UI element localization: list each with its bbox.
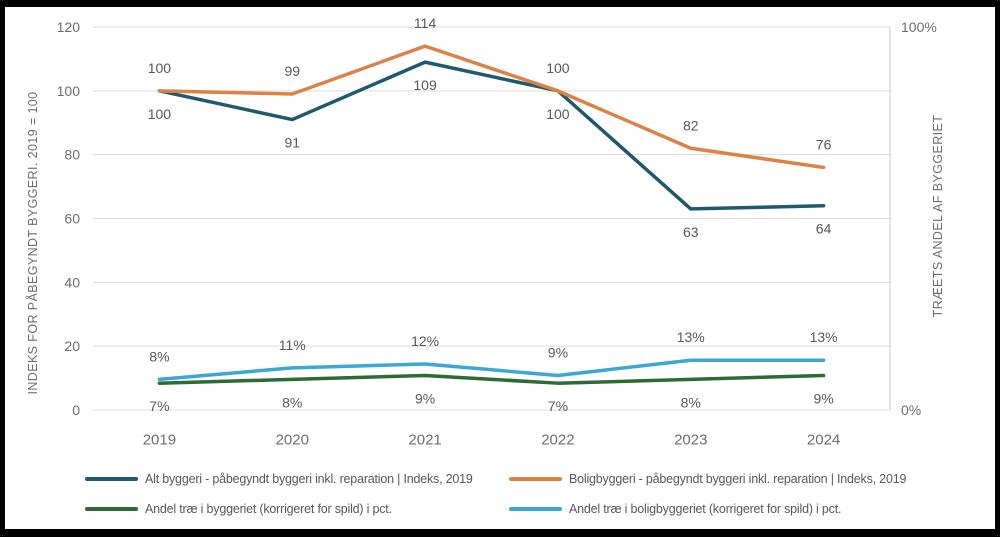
data-label: 12% xyxy=(411,333,439,349)
left-axis-tick-label: 40 xyxy=(64,274,80,290)
left-axis-tick-label: 100 xyxy=(57,83,81,99)
data-label: 99 xyxy=(284,63,300,79)
data-label: 8% xyxy=(149,348,169,364)
data-label: 7% xyxy=(149,398,169,414)
legend-item: Andel træ i boligbyggeriet (korrigeret f… xyxy=(509,499,965,518)
series-line xyxy=(157,44,826,170)
legend-label: Andel træ i boligbyggeriet (korrigeret f… xyxy=(569,501,842,516)
data-label: 100 xyxy=(148,60,172,76)
left-axis-tick-label: 0 xyxy=(72,402,80,418)
x-axis-category-label: 2020 xyxy=(276,432,309,449)
right-axis-tick-label: 100% xyxy=(901,19,937,35)
left-axis-tick-label: 80 xyxy=(64,147,80,163)
data-label: 8% xyxy=(282,394,302,410)
data-label: 100 xyxy=(148,106,172,122)
x-axis-category-label: 2022 xyxy=(541,432,574,449)
data-label: 9% xyxy=(415,391,435,407)
legend-label: Andel træ i byggeriet (korrigeret for sp… xyxy=(145,501,392,516)
data-label: 63 xyxy=(683,224,699,240)
data-label: 64 xyxy=(816,221,832,237)
legend-line-swatch xyxy=(85,476,138,481)
data-label: 8% xyxy=(681,394,701,410)
x-axis-category-label: 2021 xyxy=(408,432,441,449)
data-label: 91 xyxy=(284,135,300,151)
data-label: 13% xyxy=(677,329,705,345)
legend-item: Boligbyggeri - påbegyndt byggeri inkl. r… xyxy=(509,469,965,488)
series-line xyxy=(157,373,826,385)
left-axis-tick-label: 20 xyxy=(64,338,80,354)
series-line xyxy=(157,60,826,211)
data-label: 109 xyxy=(413,77,437,93)
legend-item: Alt byggeri - påbegyndt byggeri inkl. re… xyxy=(85,469,509,488)
data-label: 7% xyxy=(548,398,568,414)
data-label: 13% xyxy=(810,329,838,345)
data-label: 9% xyxy=(813,391,833,407)
x-axis-category-label: 2024 xyxy=(807,432,840,449)
legend: Alt byggeri - påbegyndt byggeri inkl. re… xyxy=(85,469,965,518)
legend-label: Alt byggeri - påbegyndt byggeri inkl. re… xyxy=(145,471,473,486)
legend-item: Andel træ i byggeriet (korrigeret for sp… xyxy=(85,499,509,518)
left-axis-tick-label: 120 xyxy=(57,19,81,35)
legend-line-swatch xyxy=(85,506,138,511)
x-axis-category-label: 2023 xyxy=(674,432,707,449)
data-label: 76 xyxy=(816,136,832,152)
right-axis-tick-label: 0% xyxy=(901,402,921,418)
data-label: 114 xyxy=(414,15,437,31)
data-label: 100 xyxy=(546,106,570,122)
data-label: 82 xyxy=(683,117,699,133)
legend-line-swatch xyxy=(509,476,562,481)
legend-line-swatch xyxy=(509,506,562,511)
x-axis-category-label: 2019 xyxy=(143,432,176,449)
data-label: 9% xyxy=(548,345,568,361)
series-line xyxy=(157,358,826,382)
data-label: 100 xyxy=(546,60,570,76)
data-label: 11% xyxy=(279,337,306,353)
legend-label: Boligbyggeri - påbegyndt byggeri inkl. r… xyxy=(569,471,907,486)
left-axis-tick-label: 60 xyxy=(64,211,80,227)
